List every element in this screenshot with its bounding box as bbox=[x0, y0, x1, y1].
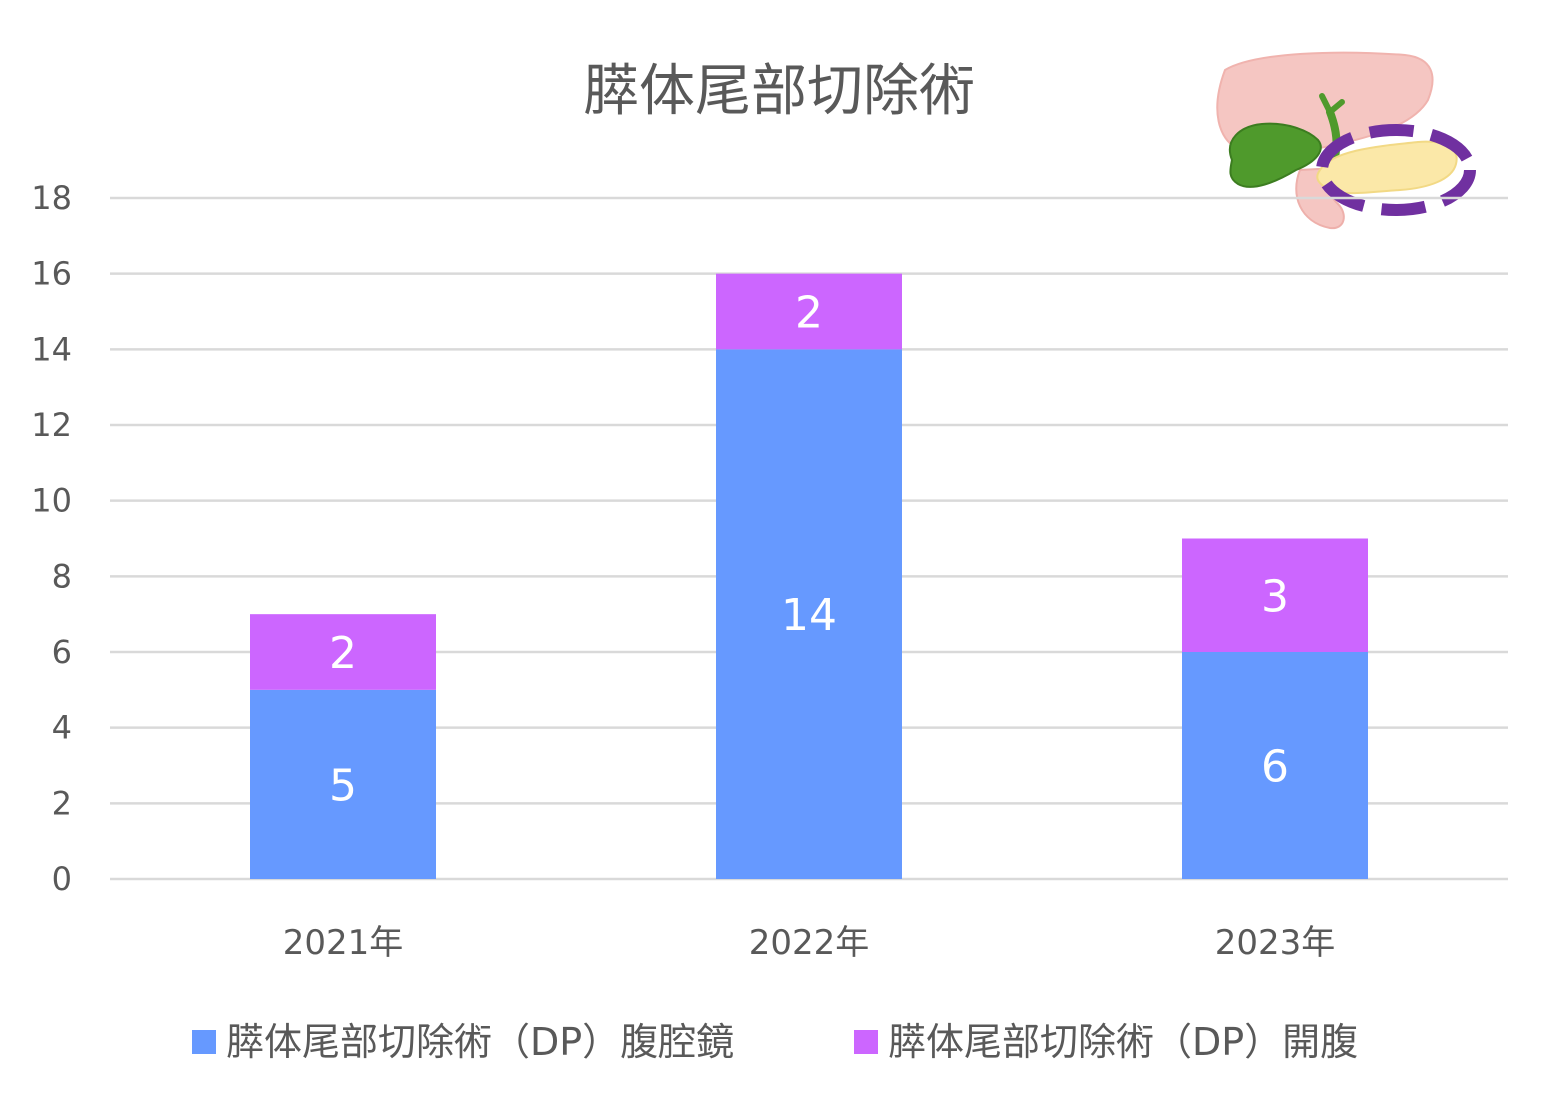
y-tick-label: 0 bbox=[52, 860, 72, 898]
pancreas-tail-highlight-icon bbox=[1216, 51, 1476, 230]
data-label: 6 bbox=[1261, 742, 1289, 793]
y-tick-label: 6 bbox=[52, 633, 72, 671]
x-axis-category-labels: 2021年 2022年 2023年 bbox=[283, 923, 1336, 963]
bar-segment-laparoscopic bbox=[716, 349, 902, 879]
bar-segment-open bbox=[1182, 538, 1368, 652]
bar-segment-laparoscopic bbox=[250, 689, 436, 879]
data-label: 14 bbox=[781, 590, 837, 641]
bars bbox=[250, 273, 1368, 879]
y-tick-label: 10 bbox=[31, 482, 72, 520]
y-axis-tick-labels: 0 2 4 6 8 10 12 14 16 18 bbox=[31, 179, 72, 898]
bar-segment-open bbox=[716, 273, 902, 350]
chart-title: 膵体尾部切除術 bbox=[583, 59, 975, 124]
y-tick-label: 18 bbox=[31, 179, 72, 217]
y-tick-label: 14 bbox=[31, 330, 72, 368]
legend-label-laparoscopic: 膵体尾部切除術（DP）腹腔鏡 bbox=[226, 1020, 734, 1064]
data-label: 5 bbox=[329, 760, 357, 811]
legend-swatch-laparoscopic bbox=[192, 1030, 216, 1054]
legend: 膵体尾部切除術（DP）腹腔鏡 膵体尾部切除術（DP）開腹 bbox=[192, 1020, 1358, 1064]
y-tick-label: 12 bbox=[31, 406, 72, 444]
x-tick-label: 2023年 bbox=[1215, 923, 1336, 963]
x-tick-label: 2022年 bbox=[749, 923, 870, 963]
bar-segment-laparoscopic bbox=[1182, 652, 1368, 879]
y-tick-label: 2 bbox=[52, 784, 72, 822]
bar-segment-open bbox=[250, 614, 436, 690]
x-tick-label: 2021年 bbox=[283, 923, 404, 963]
data-label: 3 bbox=[1261, 571, 1289, 622]
y-tick-label: 16 bbox=[31, 255, 72, 293]
legend-swatch-open bbox=[854, 1030, 878, 1054]
y-tick-label: 8 bbox=[52, 557, 72, 595]
data-label: 2 bbox=[329, 628, 357, 679]
legend-label-open: 膵体尾部切除術（DP）開腹 bbox=[888, 1020, 1358, 1064]
y-tick-label: 4 bbox=[52, 709, 72, 747]
data-label: 2 bbox=[795, 288, 823, 339]
